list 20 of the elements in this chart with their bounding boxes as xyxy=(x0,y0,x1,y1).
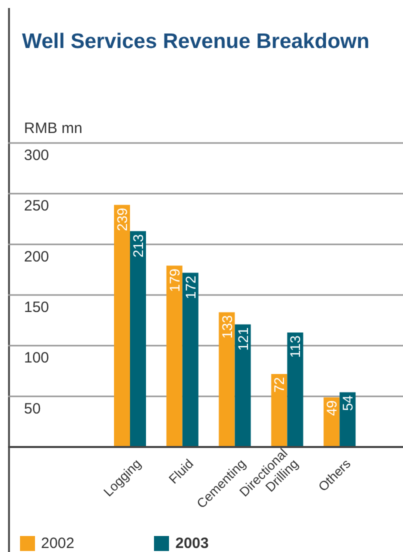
data-label: 54 xyxy=(340,395,356,411)
y-axis-title: RMB mn xyxy=(24,120,82,137)
y-tick-label: 50 xyxy=(24,400,41,418)
y-tick-label: 300 xyxy=(24,147,50,164)
data-label: 239 xyxy=(114,208,130,232)
data-label: 133 xyxy=(218,315,235,339)
data-label: 113 xyxy=(287,335,304,358)
legend-label: 2002 xyxy=(41,535,74,552)
data-label: 179 xyxy=(166,268,182,292)
data-label: 49 xyxy=(324,400,340,416)
data-label: 121 xyxy=(234,327,251,351)
legend-label: 2003 xyxy=(175,535,209,552)
y-tick-label: 150 xyxy=(24,299,50,316)
data-label: 172 xyxy=(182,275,198,300)
data-label: 72 xyxy=(271,376,288,393)
y-tick-label: 250 xyxy=(24,198,50,215)
data-label: 213 xyxy=(130,234,146,258)
y-tick-label: 100 xyxy=(24,350,50,367)
y-tick-label: 200 xyxy=(24,248,50,266)
chart-title: Well Services Revenue Breakdown xyxy=(22,30,370,54)
